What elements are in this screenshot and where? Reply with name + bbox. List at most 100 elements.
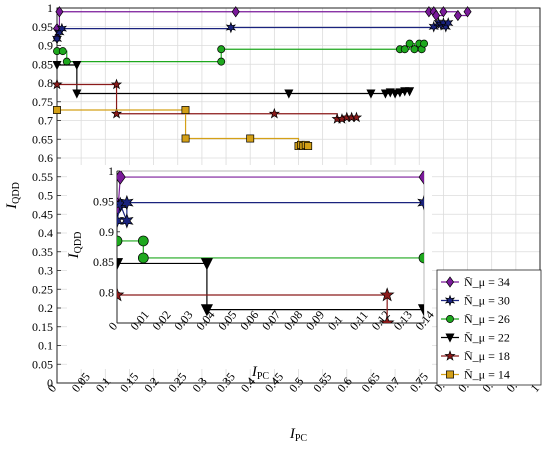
inset-data-point <box>379 287 395 302</box>
inset-data-point <box>417 194 424 211</box>
x-tick-label: 0.75 <box>407 370 431 395</box>
main-data-point <box>217 57 226 66</box>
main-data-point <box>217 45 226 54</box>
x-tick-label: 0.1 <box>93 374 113 394</box>
y-tick-label: 0.35 <box>32 245 53 259</box>
x-tick-label: 0.35 <box>214 370 238 395</box>
y-tick-label: 0.45 <box>32 207 53 221</box>
inset-data-point <box>117 171 126 185</box>
main-data-point <box>53 106 61 114</box>
inset-y-tick-label: 0.9 <box>99 225 114 239</box>
main-series-5 <box>53 106 313 150</box>
y-tick-label: 0.75 <box>32 95 53 109</box>
y-tick-label: 0.2 <box>38 301 53 315</box>
main-data-point <box>181 134 190 143</box>
x-tick-label: 0.55 <box>310 370 334 395</box>
main-data-point <box>304 142 313 150</box>
x-tick-label: 0.05 <box>69 370 93 395</box>
main-data-point <box>366 89 376 99</box>
inset-data-point <box>137 235 149 247</box>
legend-label: N̄_μ = 26 <box>464 312 510 326</box>
main-series-0 <box>52 6 472 44</box>
main-data-point <box>58 47 67 56</box>
inset-frame <box>116 170 425 324</box>
legend-marker <box>445 276 455 288</box>
inset-data-point <box>120 213 134 229</box>
main-data-point <box>439 6 448 18</box>
inset-data-point <box>379 315 395 323</box>
x-tick-label: 0.3 <box>189 374 209 394</box>
inset-series-1 <box>117 194 424 229</box>
main-data-point <box>246 134 255 143</box>
inset-series-line <box>117 240 424 259</box>
inset-data-point <box>120 194 134 211</box>
legend-label: N̄_μ = 14 <box>464 368 510 382</box>
y-tick-label: 0.25 <box>32 282 53 296</box>
main-data-point <box>380 89 390 99</box>
inset-data-point <box>418 252 424 264</box>
inset-data-point <box>418 171 424 185</box>
y-tick-label: 0.4 <box>38 226 53 240</box>
main-series-4 <box>51 78 363 124</box>
legend-box <box>436 269 542 386</box>
inset-y-tick-label: 0.85 <box>93 255 114 269</box>
inset-data-point <box>200 304 213 317</box>
inset-series-line <box>117 262 424 311</box>
main-data-point <box>62 57 71 66</box>
y-tick-label: 0.6 <box>38 151 53 165</box>
inset-y-tick-label: 1 <box>108 164 114 178</box>
inset-y-tick-label: 0.8 <box>99 286 114 300</box>
x-tick-label: 0.15 <box>117 370 141 395</box>
y-tick-label: 0 <box>47 376 53 390</box>
legend-marker <box>444 294 456 307</box>
x-tick-label: 0.5 <box>286 374 306 394</box>
main-series-line <box>57 43 425 63</box>
main-data-point <box>463 6 472 18</box>
main-data-point <box>420 39 429 48</box>
y-tick-label: 0.5 <box>38 189 53 203</box>
legend: N̄_μ = 34 N̄_μ = 30 N̄_μ = 26 N̄_μ = 22 N̄_μ… <box>436 269 542 386</box>
main-data-point <box>55 6 64 18</box>
legend-marker <box>446 370 454 379</box>
main-series-line <box>56 11 469 38</box>
main-data-point <box>56 22 67 35</box>
y-tick-label: 0.85 <box>32 57 53 71</box>
main-data-point <box>405 39 414 48</box>
inset-y-tick-label: 0.95 <box>93 194 114 208</box>
y-axis-label: IQDD <box>4 182 22 210</box>
main-data-point <box>110 107 123 119</box>
inset-chart: 0 0.010.020.030.040.050.060.070.080.090.1… <box>66 164 437 382</box>
main-series-2 <box>53 39 429 66</box>
inset-data-point <box>417 304 424 317</box>
x-tick-label: 0.6 <box>334 374 354 394</box>
inset-plot-area <box>117 171 424 323</box>
inset-y-axis-label: IQDD <box>66 232 84 260</box>
main-data-point <box>453 9 462 22</box>
inset-x-axis-label: IPC <box>251 364 270 382</box>
main-data-point <box>181 106 190 114</box>
main-series-1 <box>51 17 454 45</box>
inset-series-2 <box>117 235 424 264</box>
legend-label: N̄_μ = 22 <box>464 331 510 345</box>
y-tick-label: 0.1 <box>38 339 53 353</box>
y-tick-label: 0.15 <box>32 320 53 334</box>
main-data-point <box>390 89 400 99</box>
inset-data-point <box>117 235 123 247</box>
y-tick-label: 0.7 <box>38 114 53 128</box>
main-data-point <box>52 61 62 71</box>
y-tick-label: 0.8 <box>38 76 53 90</box>
main-data-point <box>51 78 63 90</box>
main-data-point <box>72 89 82 99</box>
y-tick-label: 0.05 <box>32 357 53 371</box>
x-tick-label: 0.7 <box>383 374 403 394</box>
y-tick-label: 0.95 <box>32 20 53 34</box>
main-data-point <box>400 45 409 54</box>
main-data-point <box>284 89 294 99</box>
legend-label: N̄_μ = 18 <box>464 349 510 363</box>
y-tick-label: 0.9 <box>38 39 53 53</box>
inset-data-point <box>137 252 149 264</box>
inset-series-3 <box>117 258 424 317</box>
x-tick-label: 0.25 <box>165 370 189 395</box>
x-tick-label: 0.65 <box>359 370 383 395</box>
